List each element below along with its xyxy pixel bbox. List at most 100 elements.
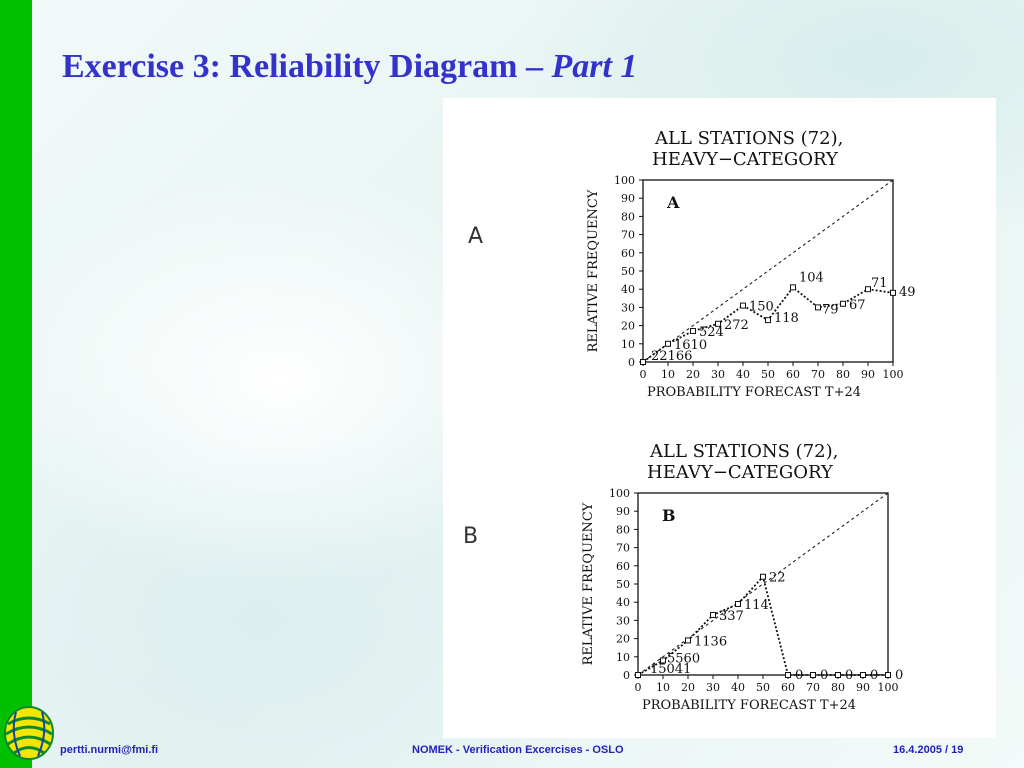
x-tick-label: 30 bbox=[711, 368, 725, 381]
data-label: 49 bbox=[899, 285, 916, 300]
data-point bbox=[690, 328, 696, 335]
data-label: 15041 bbox=[650, 662, 691, 677]
data-label: 22166 bbox=[651, 349, 692, 364]
y-axis-label: RELATIVE FREQUENCY bbox=[586, 189, 601, 352]
footer-email: pertti.nurmi@fmi.fi bbox=[60, 744, 159, 756]
slide-title: Exercise 3: Reliability Diagram – Part 1 bbox=[62, 48, 637, 86]
data-label: 0 bbox=[795, 668, 803, 683]
data-point bbox=[815, 304, 821, 311]
x-tick-label: 50 bbox=[756, 681, 770, 694]
chart-title-line-1: ALL STATIONS (72), bbox=[654, 128, 843, 149]
x-tick-label: 80 bbox=[836, 368, 850, 381]
x-tick-label: 80 bbox=[831, 681, 845, 694]
y-tick-label: 100 bbox=[609, 487, 630, 500]
y-tick-label: 40 bbox=[616, 596, 630, 609]
x-tick-label: 10 bbox=[661, 368, 675, 381]
y-tick-label: 0 bbox=[628, 356, 635, 369]
data-label: 118 bbox=[774, 311, 799, 326]
reliability-chart-b: ALL STATIONS (72),HEAVY−CATEGORY 0 10 20 30 4… bbox=[581, 441, 903, 713]
x-tick-label: 30 bbox=[706, 681, 720, 694]
data-label: 114 bbox=[744, 598, 769, 613]
data-label: 0 bbox=[820, 668, 828, 683]
data-point bbox=[660, 657, 666, 664]
y-tick-label: 60 bbox=[616, 560, 630, 573]
x-tick-label: 0 bbox=[640, 368, 647, 381]
chart-panel bbox=[443, 98, 996, 738]
data-point bbox=[665, 340, 671, 347]
y-tick-label: 80 bbox=[621, 210, 635, 223]
y-tick-label: 0 bbox=[623, 669, 630, 682]
y-tick-label: 30 bbox=[616, 614, 630, 627]
y-axis-label: RELATIVE FREQUENCY bbox=[581, 502, 596, 665]
footer-date-page: 16.4.2005 / 19 bbox=[893, 744, 964, 756]
x-tick-label: 50 bbox=[761, 368, 775, 381]
y-tick-label: 30 bbox=[621, 301, 635, 314]
reliability-chart-a: ALL STATIONS (72),HEAVY−CATEGORY 0 10 20 30 4… bbox=[586, 128, 916, 400]
data-label: 67 bbox=[849, 298, 866, 313]
panel-letter: A bbox=[666, 193, 680, 212]
data-point bbox=[710, 611, 716, 618]
data-point bbox=[840, 300, 846, 307]
data-point bbox=[885, 672, 891, 678]
x-tick-label: 60 bbox=[786, 368, 800, 381]
data-point bbox=[810, 672, 816, 678]
data-label: 0 bbox=[895, 668, 903, 683]
data-label: 79 bbox=[822, 302, 839, 317]
data-label: 71 bbox=[871, 276, 888, 291]
data-label: 0 bbox=[870, 668, 878, 683]
data-point bbox=[860, 672, 866, 678]
x-tick-label: 70 bbox=[811, 368, 825, 381]
data-label: 5560 bbox=[667, 651, 700, 666]
y-tick-label: 60 bbox=[621, 247, 635, 260]
data-point bbox=[765, 317, 771, 324]
x-tick-label: 60 bbox=[781, 681, 795, 694]
x-tick-label: 90 bbox=[861, 368, 875, 381]
data-label: 272 bbox=[724, 318, 749, 333]
x-tick-label: 0 bbox=[635, 681, 642, 694]
y-tick-label: 50 bbox=[621, 265, 635, 278]
y-tick-label: 70 bbox=[621, 229, 635, 242]
perfect-reliability-diagonal bbox=[642, 179, 894, 363]
side-label-b: B bbox=[463, 524, 479, 549]
data-point bbox=[635, 672, 641, 678]
y-tick-label: 10 bbox=[616, 651, 630, 664]
x-tick-label: 70 bbox=[806, 681, 820, 694]
data-point bbox=[640, 359, 646, 365]
footer-center: NOMEK - Verification Excercises - OSLO bbox=[412, 744, 624, 756]
data-point bbox=[785, 672, 791, 678]
panel-letter: B bbox=[662, 506, 676, 525]
data-point bbox=[835, 672, 841, 678]
y-tick-label: 100 bbox=[614, 174, 635, 187]
data-point bbox=[760, 573, 766, 580]
y-tick-label: 20 bbox=[621, 320, 635, 333]
data-point bbox=[890, 289, 896, 296]
y-tick-label: 90 bbox=[616, 505, 630, 518]
data-label: 337 bbox=[719, 609, 744, 624]
side-label-a: A bbox=[468, 224, 484, 249]
chart-title-line-2: HEAVY−CATEGORY bbox=[647, 462, 834, 483]
x-tick-label: 100 bbox=[878, 681, 899, 694]
chart-title-line-1: ALL STATIONS (72), bbox=[649, 441, 838, 462]
x-tick-label: 40 bbox=[731, 681, 745, 694]
y-tick-label: 70 bbox=[616, 542, 630, 555]
data-point bbox=[715, 320, 721, 327]
title-italic: Part 1 bbox=[551, 48, 638, 85]
y-tick-label: 80 bbox=[616, 523, 630, 536]
data-label: 0 bbox=[845, 668, 853, 683]
y-tick-label: 10 bbox=[621, 338, 635, 351]
x-axis-label: PROBABILITY FORECAST T+24 bbox=[647, 385, 861, 400]
data-label: 1136 bbox=[694, 634, 727, 649]
x-tick-label: 10 bbox=[656, 681, 670, 694]
data-point bbox=[790, 284, 796, 291]
x-tick-label: 100 bbox=[883, 368, 904, 381]
data-label: 524 bbox=[699, 325, 724, 340]
chart-title-line-2: HEAVY−CATEGORY bbox=[652, 149, 839, 170]
y-tick-label: 90 bbox=[621, 192, 635, 205]
x-tick-label: 40 bbox=[736, 368, 750, 381]
x-tick-label: 20 bbox=[681, 681, 695, 694]
sidebar-stripe bbox=[0, 0, 32, 768]
data-label: 1610 bbox=[674, 338, 707, 353]
data-label: 150 bbox=[749, 300, 774, 315]
y-tick-label: 50 bbox=[616, 578, 630, 591]
data-point bbox=[740, 302, 746, 309]
